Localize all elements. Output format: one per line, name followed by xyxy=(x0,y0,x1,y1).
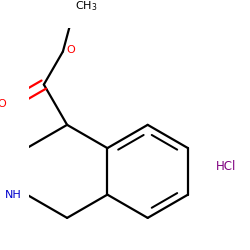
Text: NH: NH xyxy=(5,190,22,200)
Text: CH$_3$: CH$_3$ xyxy=(75,0,98,14)
Text: O: O xyxy=(66,45,75,55)
Text: HCl: HCl xyxy=(216,160,236,173)
Text: O: O xyxy=(0,99,6,109)
